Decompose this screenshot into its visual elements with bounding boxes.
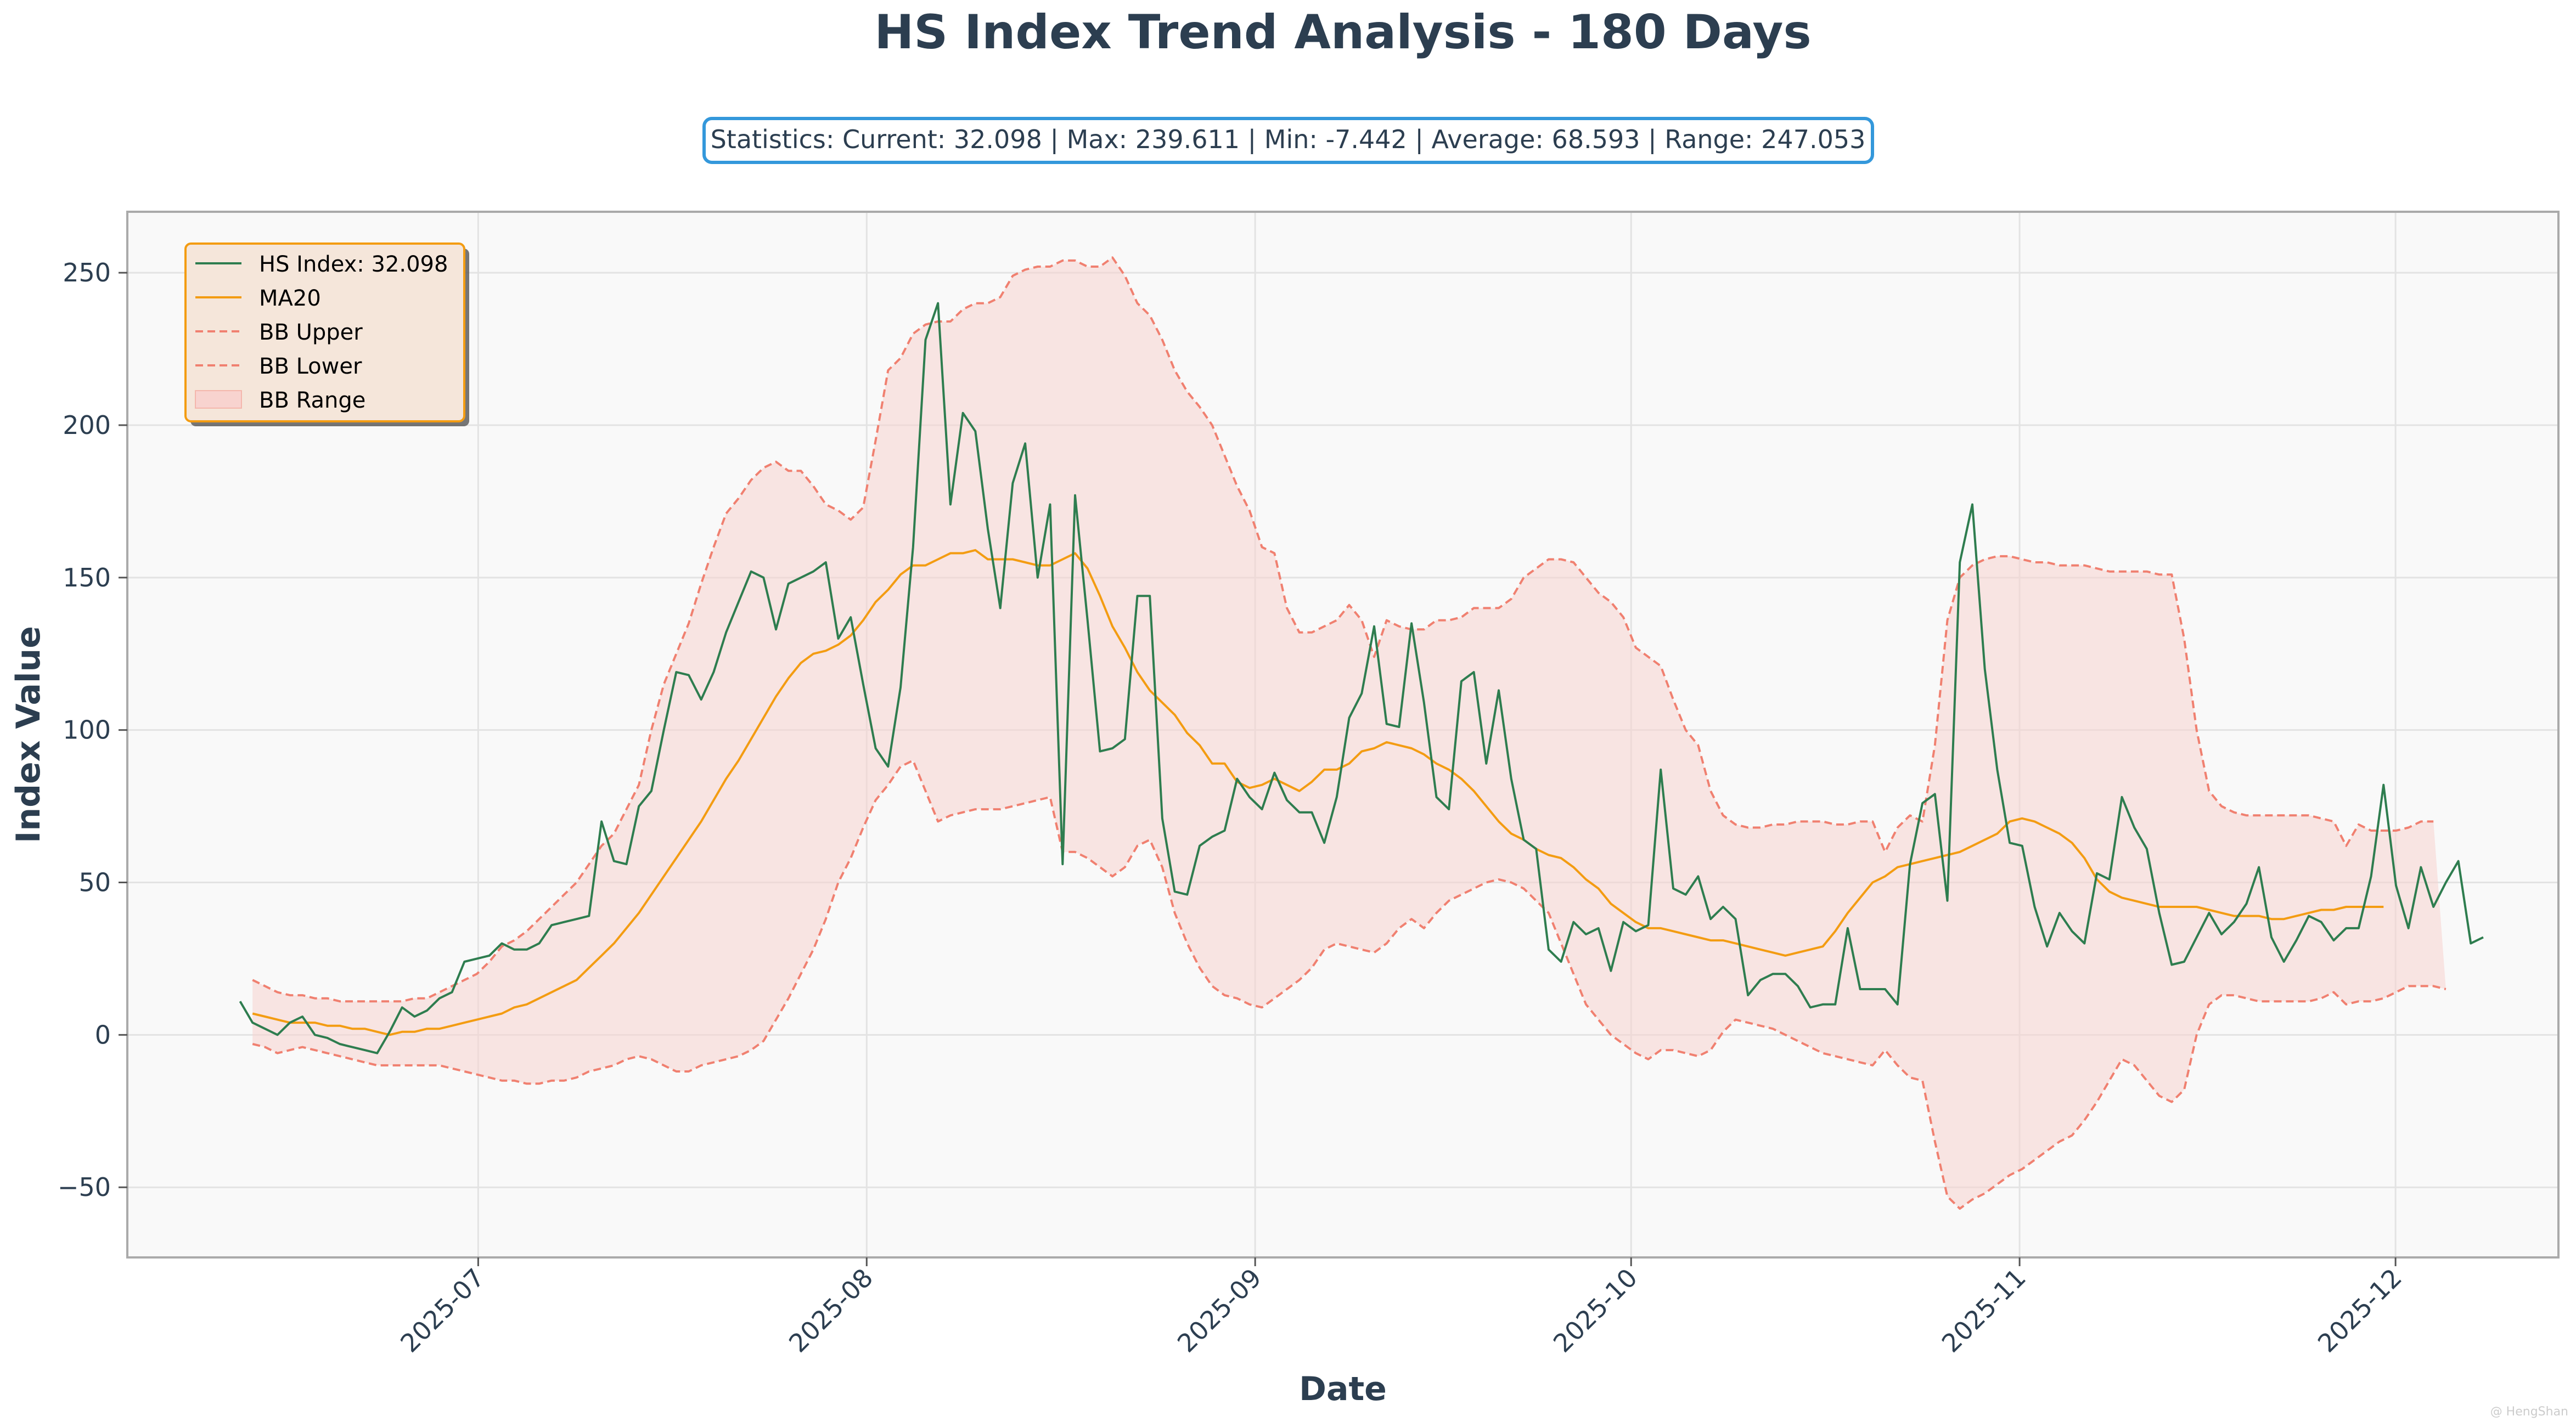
y-tick-label: 200: [63, 410, 111, 440]
y-axis-label: Index Value: [9, 626, 48, 843]
y-tick-label: −50: [58, 1172, 111, 1202]
x-tick-label: 2025-10: [1548, 1263, 1643, 1358]
y-tick-label: 150: [63, 563, 111, 592]
legend-swatch: [195, 390, 242, 409]
chart-title: HS Index Trend Analysis - 180 Days: [874, 5, 1811, 60]
legend-item: BB Upper: [195, 320, 363, 345]
legend-item: BB Range: [195, 388, 365, 413]
legend-items: HS Index: 32.098 MA20 BB Upper BB Lower BB R…: [195, 252, 448, 413]
stats-box: Statistics: Current: 32.098 | Max: 239.6…: [702, 117, 1874, 164]
legend-label: HS Index: 32.098: [259, 252, 448, 277]
stats-text: Statistics: Current: 32.098 | Max: 239.6…: [711, 125, 1866, 155]
y-axis-ticks: −50 0 50 100 150 200 250: [58, 258, 127, 1202]
x-tick-label: 2025-07: [395, 1263, 490, 1358]
series-hs-index: [239, 302, 2484, 1054]
legend-label: BB Upper: [259, 320, 363, 345]
x-tick-label: 2025-11: [1936, 1263, 2032, 1358]
x-tick-label: 2025-09: [1172, 1263, 1267, 1358]
legend-label: BB Lower: [259, 354, 362, 379]
legend-label: BB Range: [259, 388, 365, 413]
legend-item: MA20: [195, 286, 321, 311]
legend-label: MA20: [259, 286, 321, 311]
stats-box-frame: [702, 117, 1874, 164]
series-bb-upper: [252, 256, 2434, 1003]
series-ma20: [252, 549, 2384, 1036]
legend-frame: [184, 242, 465, 422]
watermark: @ HengShan: [2490, 1405, 2568, 1419]
legend: HS Index: 32.098 MA20 BB Upper BB Lower BB R…: [184, 242, 469, 426]
legend-item: HS Index: 32.098: [195, 252, 448, 277]
series-layer: [239, 256, 2484, 1210]
series-bb-lower: [252, 759, 2446, 1210]
x-axis-label: Date: [1299, 1370, 1387, 1408]
bb-range-fill: [252, 257, 2446, 1209]
plot-frame: [126, 211, 2560, 1259]
y-tick-label: 50: [78, 868, 111, 898]
y-tick-label: 100: [63, 715, 111, 745]
x-axis-ticks: 2025-07 2025-08 2025-09 2025-10 2025-11 2025-…: [395, 1257, 2408, 1358]
x-tick-label: 2025-08: [783, 1263, 879, 1358]
legend-item: BB Lower: [195, 354, 362, 379]
y-tick-label: 0: [95, 1020, 111, 1049]
y-tick-label: 250: [63, 258, 111, 287]
x-tick-label: 2025-12: [2312, 1263, 2408, 1358]
